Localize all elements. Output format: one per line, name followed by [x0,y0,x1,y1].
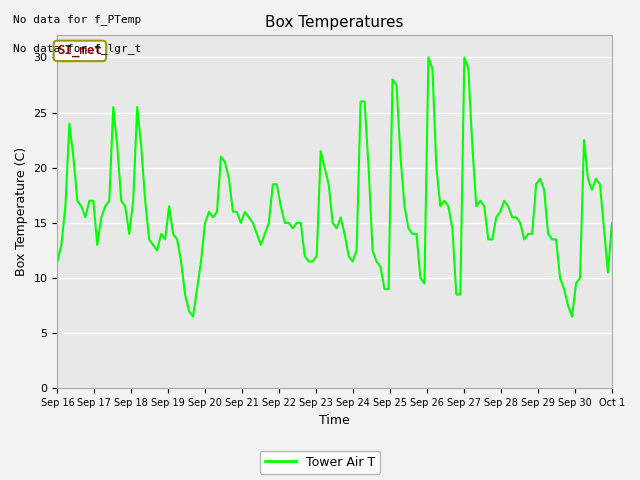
X-axis label: Time: Time [319,414,350,427]
Title: Box Temperatures: Box Temperatures [266,15,404,30]
Text: No data for f_lgr_t: No data for f_lgr_t [13,43,141,54]
Y-axis label: Box Temperature (C): Box Temperature (C) [15,147,28,276]
Legend: Tower Air T: Tower Air T [260,451,380,474]
Text: SI_met: SI_met [58,44,102,58]
Text: No data for f_PTemp: No data for f_PTemp [13,14,141,25]
